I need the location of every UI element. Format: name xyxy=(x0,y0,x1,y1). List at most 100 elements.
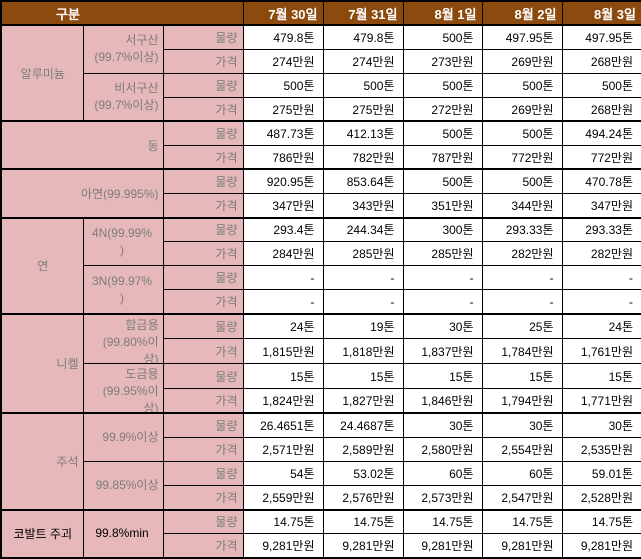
grade-label-line: (99.7%이상) xyxy=(94,97,159,112)
value-cell: 15톤 xyxy=(402,363,483,389)
metal-cell: 주석 xyxy=(0,412,84,511)
value-cell: 26.4651톤 xyxy=(242,412,324,438)
grade-cell: 비서구산 (99.7%이상) xyxy=(82,72,164,122)
grade-label-line: ) xyxy=(120,290,124,305)
value-cell: 14.75톤 xyxy=(322,508,404,535)
value-cell: 1,827만원 xyxy=(322,387,404,414)
value-cell: 9,281만원 xyxy=(242,533,324,559)
grade-cell: 3N(99.97%) xyxy=(82,265,164,315)
value-cell: - xyxy=(322,289,404,315)
value-cell: 782만원 xyxy=(322,144,404,170)
grade-cell: 99.8%min xyxy=(82,508,164,559)
value-cell: 343만원 xyxy=(322,193,404,219)
metal-cell: 동 xyxy=(0,120,164,170)
grade-label: 합금용 (99.80%이 상) xyxy=(84,316,162,363)
value-cell: 2,554만원 xyxy=(481,436,563,462)
value-cell: - xyxy=(561,289,641,315)
table-row: 니켈 합금용 (99.80%이 상) 물량 24톤 19톤 30톤 25톤 24톤 xyxy=(0,312,641,414)
value-cell: 282만원 xyxy=(481,241,563,267)
value-cell: 275만원 xyxy=(242,96,324,122)
price-label-cell: 가격 xyxy=(162,436,244,462)
value-cell: 9,281만원 xyxy=(322,533,404,559)
grade-cell: 도금용 (99.95%이 상) xyxy=(82,363,164,414)
grade-label-line: 99.9%이상 xyxy=(102,430,159,445)
value-cell: 500톤 xyxy=(322,72,404,98)
value-cell: 786만원 xyxy=(242,144,324,170)
grade-label: 비서구산 (99.7%이상) xyxy=(84,74,162,120)
value-cell: 284만원 xyxy=(242,241,324,267)
value-cell: 1,794만원 xyxy=(481,387,563,414)
grade-label-line: 상) xyxy=(143,401,159,413)
table-row: 가격 274만원 274만원 273만원 269만원 268만원 xyxy=(1,48,641,74)
value-cell: 14.75톤 xyxy=(561,508,641,535)
metal-cell: 니켈 xyxy=(0,312,84,414)
grade-cell: 합금용 (99.80%이 상) xyxy=(82,312,164,365)
value-cell: 500톤 xyxy=(481,72,563,98)
table-body: 알루미늄 서구산 (99.7%이상) 물량 479.8톤 479.8톤 500톤 497.95… xyxy=(0,23,641,559)
value-cell: 9,281만원 xyxy=(561,533,641,559)
qty-label-cell: 물량 xyxy=(162,23,244,50)
value-cell: 2,559만원 xyxy=(242,484,324,511)
qty-label-cell: 물량 xyxy=(162,216,244,243)
value-cell: 24.4687톤 xyxy=(322,412,404,438)
metal-cell: 알루미늄 xyxy=(0,23,84,122)
table-row: 동 물량 487.73톤 412.13톤 500톤 500톤 494.24톤 xyxy=(0,120,641,170)
grade-label: 도금용 (99.95%이 상) xyxy=(84,365,162,413)
grade-label-line: (99.80%이 xyxy=(102,335,159,350)
table-row: 가격 - - - - - xyxy=(1,289,641,315)
grade-label: 99.9%이상 xyxy=(84,415,162,460)
corner-header: 구분 xyxy=(0,0,244,26)
value-cell: 14.75톤 xyxy=(242,508,324,535)
value-cell: 14.75톤 xyxy=(402,508,483,535)
value-cell: 244.34톤 xyxy=(322,216,404,243)
value-cell: 2,576만원 xyxy=(322,484,404,511)
value-cell: 272만원 xyxy=(402,96,483,122)
price-label-cell: 가격 xyxy=(162,484,244,511)
price-label-cell: 가격 xyxy=(162,241,244,267)
value-cell: 15톤 xyxy=(242,363,324,389)
grade-cell: 서구산 (99.7%이상) xyxy=(82,23,164,74)
table-row: 아연(99.995%) 물량 920.95톤 853.64톤 500톤 500톤 470.7… xyxy=(0,168,641,219)
table-row: 가격 1,815만원 1,818만원 1,837만원 1,784만원 1,761만원 xyxy=(1,338,641,365)
value-cell: 25톤 xyxy=(481,312,563,340)
table-row: 3N(99.97%) 물량 - - - - - xyxy=(1,265,641,315)
value-cell: 274만원 xyxy=(242,48,324,74)
value-cell: 787만원 xyxy=(402,144,483,170)
value-cell: 293.33톤 xyxy=(561,216,641,243)
grade-label: 99.85%이상 xyxy=(84,462,162,508)
value-cell: 2,547만원 xyxy=(481,484,563,511)
metal-cell: 코발트 주괴 xyxy=(0,508,84,559)
value-cell: 1,824만원 xyxy=(242,387,324,414)
value-cell: 500톤 xyxy=(481,120,563,146)
value-cell: 274만원 xyxy=(322,48,404,74)
table-row: 주석 99.9%이상 물량 26.4651톤 24.4687톤 30톤 30톤 30톤 xyxy=(0,412,641,511)
price-label-cell: 가격 xyxy=(162,193,244,219)
price-label-cell: 가격 xyxy=(162,387,244,414)
qty-label-cell: 물량 xyxy=(162,460,244,486)
value-cell: 1,837만원 xyxy=(402,338,483,365)
table-row: 코발트 주괴 99.8%min 물량 14.75톤 14.75톤 14.75톤 14.75톤… xyxy=(0,508,641,559)
grade-label-line: 비서구산 xyxy=(114,80,159,95)
grade-label-line: 99.85%이상 xyxy=(95,477,159,492)
value-cell: 282만원 xyxy=(561,241,641,267)
qty-label-cell: 물량 xyxy=(162,168,244,195)
value-cell: 293.33톤 xyxy=(481,216,563,243)
qty-label-cell: 물량 xyxy=(162,120,244,146)
value-cell: 772만원 xyxy=(561,144,641,170)
table-row: 가격 275만원 275만원 272만원 269만원 268만원 xyxy=(1,96,641,122)
value-cell: 497.95톤 xyxy=(481,23,563,50)
value-cell: 30톤 xyxy=(402,312,483,340)
value-cell: 412.13톤 xyxy=(322,120,404,146)
price-label-cell: 가격 xyxy=(162,533,244,559)
table-row: 알루미늄 서구산 (99.7%이상) 물량 479.8톤 479.8톤 500톤 497.95… xyxy=(0,23,641,122)
value-cell: 285만원 xyxy=(402,241,483,267)
value-cell: 269만원 xyxy=(481,48,563,74)
value-cell: 494.24톤 xyxy=(561,120,641,146)
qty-label-cell: 물량 xyxy=(162,508,244,535)
value-cell: 60톤 xyxy=(481,460,563,486)
value-cell: 59.01톤 xyxy=(561,460,641,486)
value-cell: 500톤 xyxy=(402,168,483,195)
value-cell: 53.02톤 xyxy=(322,460,404,486)
value-cell: 285만원 xyxy=(322,241,404,267)
value-cell: 24톤 xyxy=(242,312,324,340)
